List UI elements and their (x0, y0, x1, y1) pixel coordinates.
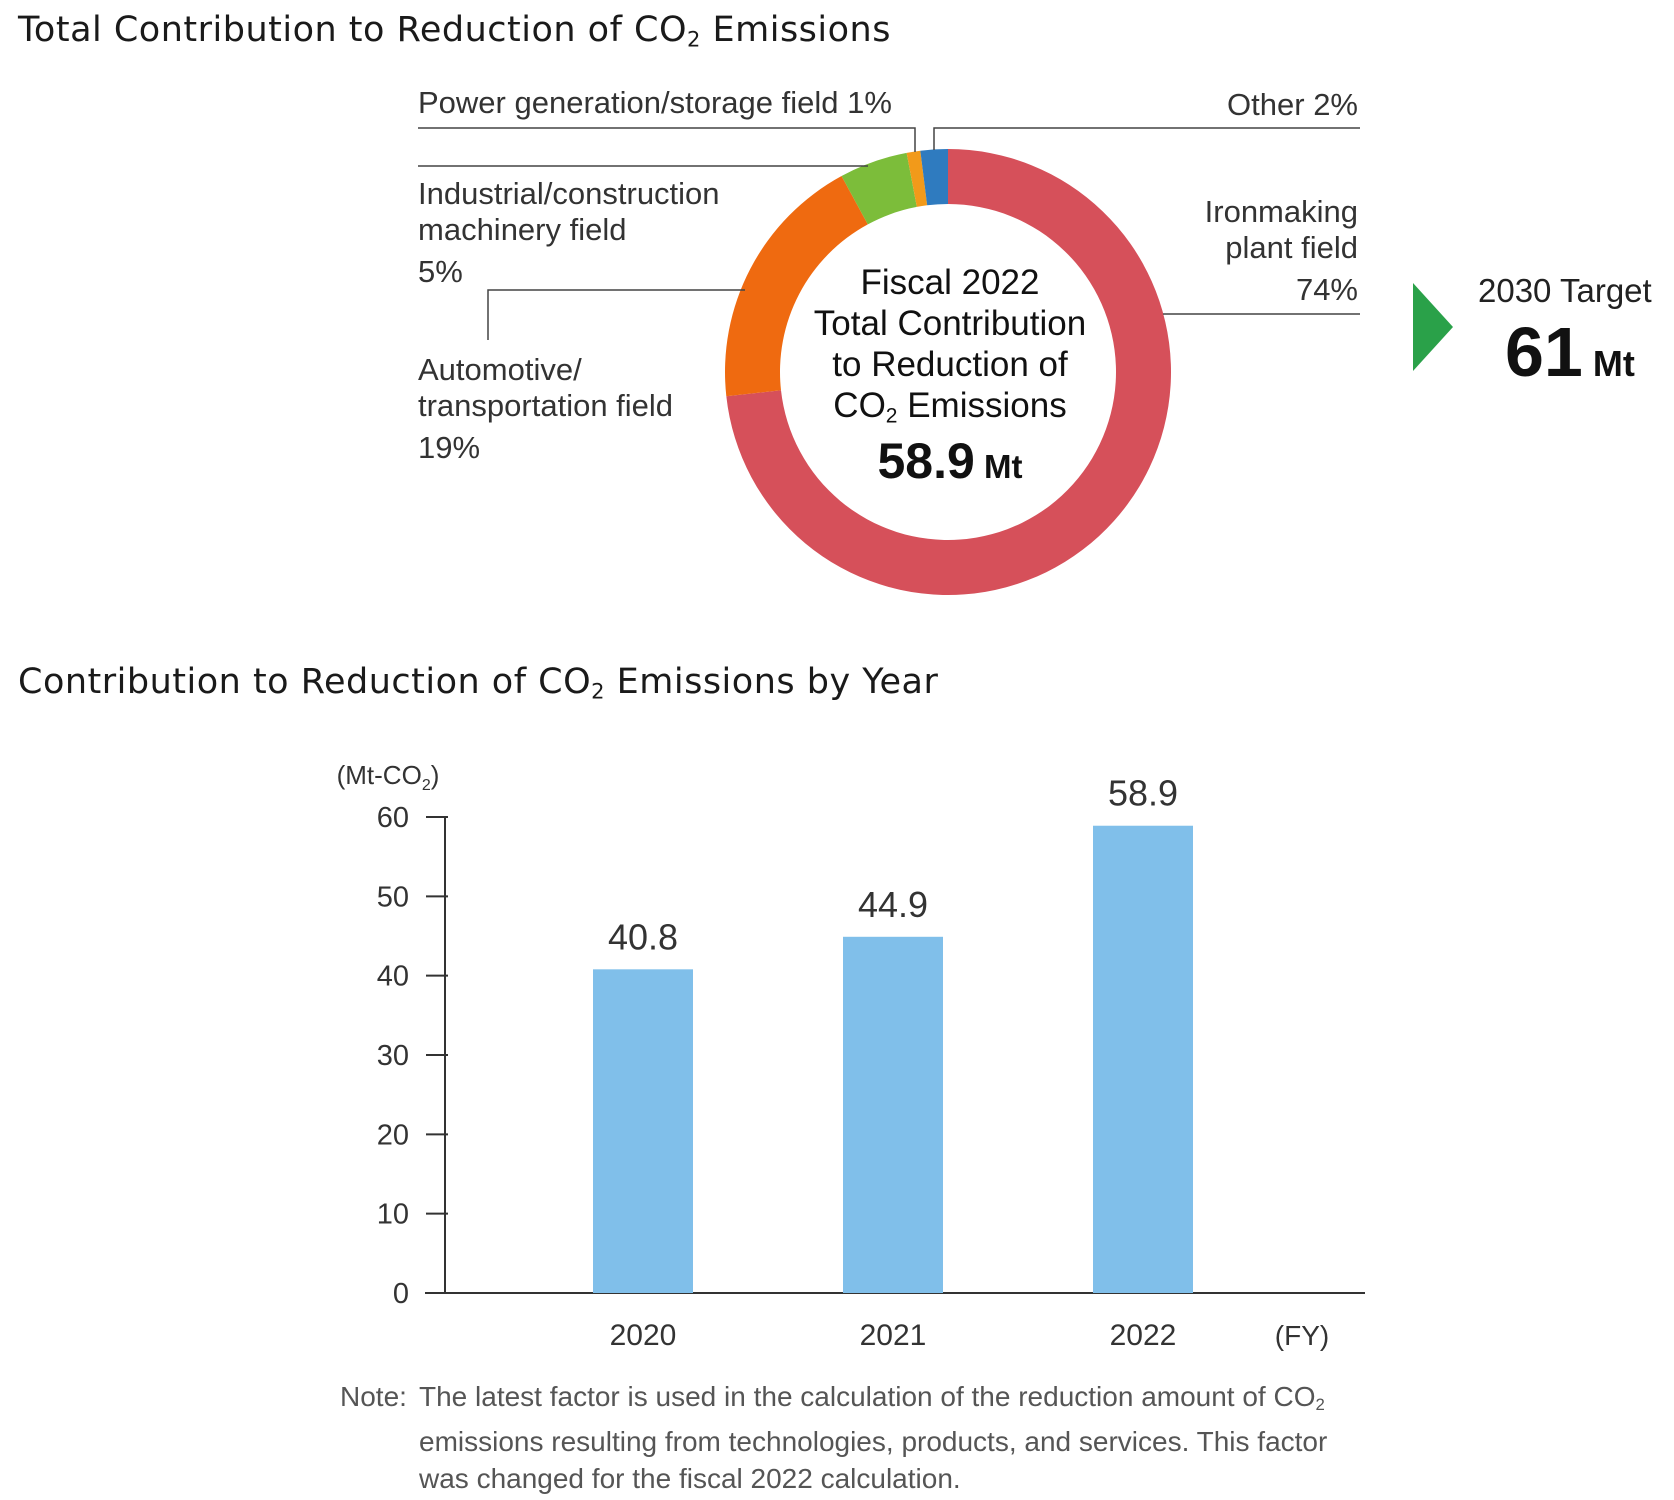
label-automotive: Automotive/ transportation field 19% (418, 352, 674, 465)
label-ironmaking: Ironmaking plant field 74% (1204, 194, 1358, 307)
bar-value-label: 58.9 (1108, 773, 1178, 814)
label-power: Power generation/storage field 1% (418, 85, 892, 120)
x-tick-label: 2021 (860, 1319, 927, 1352)
bar-axis: 0 10 20 30 40 50 60 (FY) (377, 802, 1365, 1351)
target-arrow (1413, 283, 1453, 371)
donut-center-text: Fiscal 2022 Total Contribution to Reduct… (813, 263, 1087, 428)
bar-marks: 40.8 2020 44.9 2021 58.9 2022 (593, 773, 1193, 1352)
bar-chart: (Mt-CO2) 0 10 20 30 40 50 60 (FY) 40.8 2020 44.9 2… (337, 760, 1365, 1352)
bar-2021 (843, 936, 943, 1293)
y-tick-label: 60 (377, 802, 409, 834)
y-tick-label: 30 (377, 1040, 409, 1072)
leader-line-other (933, 127, 1360, 150)
bar-2020 (593, 969, 693, 1293)
x-tick-label: 2022 (1110, 1319, 1177, 1352)
label-other: Other 2% (1227, 87, 1358, 122)
target-label: 2030 Target (1478, 272, 1652, 309)
donut-center-value: 58.9 Mt (877, 433, 1023, 489)
leader-line-power (418, 127, 916, 152)
x-axis-label: (FY) (1275, 1320, 1329, 1351)
donut-chart (418, 127, 1453, 595)
y-tick-label: 20 (377, 1119, 409, 1151)
donut-section-title: Total Contribution to Reduction of CO2 E… (18, 10, 891, 52)
slice-power (906, 150, 928, 207)
leader-line-automotive (487, 289, 745, 340)
y-tick-label: 0 (393, 1278, 409, 1310)
label-industrial: Industrial/construction machinery field … (418, 176, 720, 289)
donut-slices (725, 149, 1172, 595)
y-tick-label: 40 (377, 961, 409, 993)
y-axis-unit-label: (Mt-CO2) (337, 760, 440, 794)
y-tick-label: 10 (377, 1199, 409, 1231)
bar-value-label: 44.9 (858, 884, 928, 925)
slice-industrial (841, 152, 917, 225)
x-tick-label: 2020 (610, 1319, 677, 1352)
slice-automotive (725, 176, 868, 397)
bar-2022 (1093, 825, 1193, 1293)
bar-section-title: Contribution to Reduction of CO2 Emissio… (18, 662, 939, 704)
footnote: Note: The latest factor is used in the c… (340, 1381, 1328, 1495)
y-tick-label: 50 (377, 881, 409, 913)
target-value: 61 Mt (1505, 313, 1635, 391)
bar-value-label: 40.8 (608, 916, 678, 957)
slice-other (920, 149, 948, 206)
